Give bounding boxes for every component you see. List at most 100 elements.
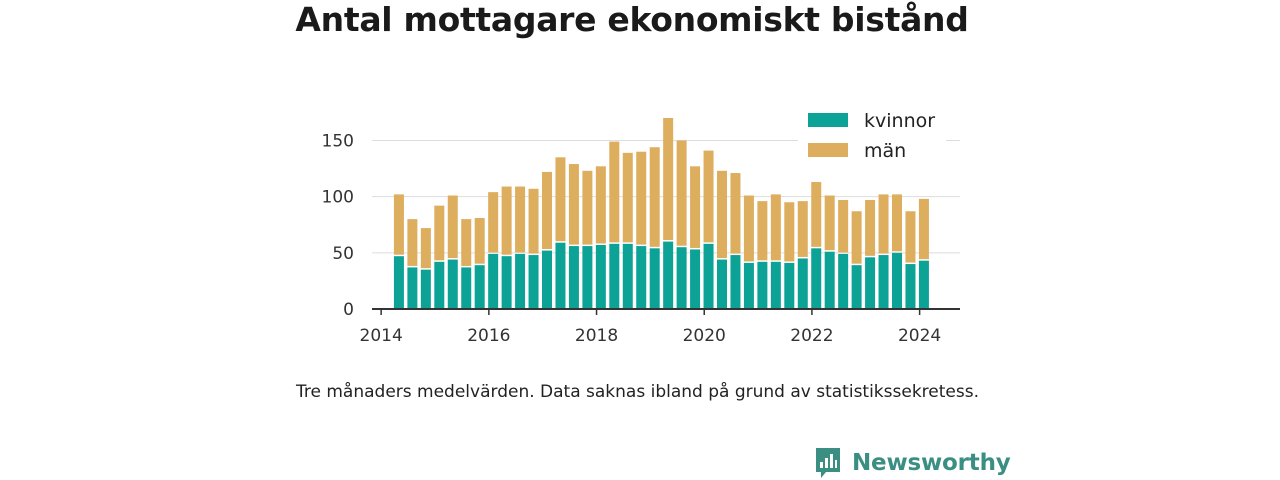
bar-man xyxy=(407,219,418,266)
bar-man xyxy=(865,200,876,256)
bar-kvinnor xyxy=(878,255,889,309)
x-tick-label: 2024 xyxy=(898,326,941,346)
bar-man xyxy=(542,171,552,250)
bar-kvinnor xyxy=(407,267,418,309)
bar-man xyxy=(434,205,445,261)
bar-kvinnor xyxy=(703,243,714,309)
bar-man xyxy=(918,198,929,260)
bar-kvinnor xyxy=(690,249,701,309)
chart-footnote: Tre månaders medelvärden. Data saknas ib… xyxy=(296,382,979,402)
legend-label: män xyxy=(864,140,906,162)
bar-man xyxy=(690,166,701,248)
bar-kvinnor xyxy=(892,252,902,309)
legend-swatch-man xyxy=(808,143,848,157)
bar-man xyxy=(757,201,768,261)
x-tick-label: 2018 xyxy=(575,326,618,346)
bar-kvinnor xyxy=(717,259,727,309)
bar-man xyxy=(595,166,606,244)
y-tick-label: 100 xyxy=(322,188,354,208)
bar-kvinnor xyxy=(784,262,795,309)
bar-kvinnor xyxy=(501,256,512,309)
bar-kvinnor xyxy=(582,246,593,309)
bar-kvinnor xyxy=(542,250,552,309)
bar-kvinnor xyxy=(838,253,849,309)
bar-kvinnor xyxy=(393,256,404,309)
bar-kvinnor xyxy=(555,242,566,309)
brand-logo: Newsworthy xyxy=(814,446,1011,480)
bar-man xyxy=(717,170,727,259)
bar-kvinnor xyxy=(824,251,835,309)
x-tick-label: 2020 xyxy=(683,326,726,346)
bar-kvinnor xyxy=(770,261,781,309)
bar-kvinnor xyxy=(528,255,539,309)
bar-kvinnor xyxy=(461,267,472,309)
bar-man xyxy=(609,141,620,243)
bar-kvinnor xyxy=(649,248,660,309)
bar-man xyxy=(703,150,714,243)
x-tick-label: 2016 xyxy=(467,326,510,346)
bar-kvinnor xyxy=(609,243,620,309)
bar-kvinnor xyxy=(730,255,741,309)
bar-kvinnor xyxy=(663,241,674,309)
bar-kvinnor xyxy=(568,246,579,309)
bar-man xyxy=(420,228,431,269)
bar-kvinnor xyxy=(434,261,445,309)
axes: 0 50 100 150 2014 2016 2018 2020 2022 2024 xyxy=(322,131,960,346)
bar-kvinnor xyxy=(622,243,633,309)
bar-man xyxy=(824,195,835,251)
bar-man xyxy=(770,194,781,261)
bar-man xyxy=(528,188,539,254)
chart-title: Antal mottagare ekonomiskt bistånd xyxy=(295,0,969,39)
bar-man xyxy=(878,194,889,254)
bar-man xyxy=(784,202,795,262)
newsworthy-logo-icon xyxy=(816,448,840,478)
y-tick-label: 50 xyxy=(332,244,354,264)
bar-man xyxy=(501,186,512,255)
bar-man xyxy=(811,182,822,247)
y-tick-label: 150 xyxy=(322,131,354,151)
bar-man xyxy=(892,194,902,252)
bar-man xyxy=(488,192,499,253)
bar-kvinnor xyxy=(488,253,499,309)
bar-man xyxy=(649,147,660,247)
bar-kvinnor xyxy=(918,260,929,309)
bar-chart: 0 50 100 150 2014 2016 2018 2020 2022 2024 kvinno… xyxy=(322,110,960,346)
bar-man xyxy=(622,152,633,243)
bars xyxy=(393,118,929,309)
bar-man xyxy=(676,140,687,246)
bar-kvinnor xyxy=(515,253,526,309)
bar-man xyxy=(555,157,566,242)
bar-kvinnor xyxy=(420,269,431,309)
bar-kvinnor xyxy=(811,248,822,309)
bar-man xyxy=(461,219,472,266)
bar-man xyxy=(838,200,849,253)
bar-kvinnor xyxy=(474,265,485,309)
y-tick-label: 0 xyxy=(343,300,354,320)
bar-kvinnor xyxy=(905,264,916,309)
bar-man xyxy=(851,211,862,264)
bar-man xyxy=(730,173,741,254)
bar-kvinnor xyxy=(851,265,862,309)
brand-name: Newsworthy xyxy=(852,450,1011,476)
x-tick-label: 2014 xyxy=(360,326,403,346)
bar-kvinnor xyxy=(757,261,768,309)
x-tick-label: 2022 xyxy=(790,326,833,346)
bar-man xyxy=(515,186,526,253)
bar-kvinnor xyxy=(595,244,606,309)
bar-kvinnor xyxy=(743,262,754,309)
bar-man xyxy=(663,118,674,241)
bar-man xyxy=(447,195,458,259)
legend: kvinnor män xyxy=(798,110,946,162)
bar-kvinnor xyxy=(447,259,458,309)
bar-man xyxy=(636,151,647,245)
bar-man xyxy=(568,164,579,245)
bar-man xyxy=(474,217,485,264)
bar-kvinnor xyxy=(797,258,808,309)
bar-kvinnor xyxy=(865,257,876,309)
bar-man xyxy=(743,195,754,262)
bar-man xyxy=(797,201,808,257)
legend-swatch-kvinnor xyxy=(808,113,848,127)
legend-label: kvinnor xyxy=(864,110,935,132)
bar-man xyxy=(582,170,593,245)
bar-man xyxy=(905,211,916,263)
